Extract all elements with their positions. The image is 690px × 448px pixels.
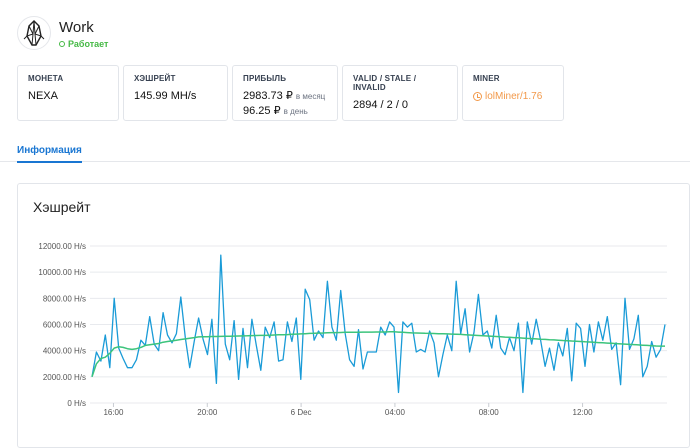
profit-day-value: 96.25 ₽ [243,105,281,117]
hashrate-chart: 0 H/s 2000.00 H/s 4000.00 H/s 6000.00 H/s 80… [38,242,667,417]
clock-icon [473,92,482,101]
card-shares: VALID / STALE / INVALID 2894 / 2 / 0 [342,65,458,121]
chart-title: Хэшрейт [33,199,91,215]
miner-version: lolMiner/1.76 [485,91,543,102]
y-tick-label: 8000.00 H/s [43,294,86,303]
card-coin: МОНЕТА NEXA [17,65,119,121]
hashrate-chart-card: Хэшрейт 0 H/s 2000.00 H/s 4000.00 H/s 6000.… [17,183,690,448]
profit-day-unit: в день [283,107,308,116]
y-tick-label: 10000.00 H/s [38,268,86,277]
status-badge: Работает [59,39,108,49]
miner-link[interactable]: lolMiner/1.76 [473,91,553,102]
card-hashrate: ХЭШРЕЙТ 145.99 MH/s [123,65,228,121]
x-tick-label: 12:00 [573,408,594,417]
stats-cards: МОНЕТА NEXA ХЭШРЕЙТ 145.99 MH/s ПРИБЫЛЬ … [17,65,568,121]
worker-header: Work Работает [17,16,108,50]
card-hashrate-label: ХЭШРЕЙТ [134,74,176,83]
card-profit: ПРИБЫЛЬ 2983.73 ₽ в месяц 96.25 ₽ в день [232,65,338,121]
card-profit-values: 2983.73 ₽ в месяц 96.25 ₽ в день [243,89,327,119]
card-miner-label: MINER [473,74,500,83]
x-tick-label: 04:00 [385,408,406,417]
x-tick-label: 16:00 [103,408,124,417]
x-tick-label: 6 Dec [291,408,312,417]
profit-month-unit: в месяц [295,92,326,101]
worker-name: Work [59,18,94,36]
crystal-icon [23,20,45,46]
card-coin-label: МОНЕТА [28,74,64,83]
y-tick-label: 2000.00 H/s [43,373,86,382]
status-text: Работает [68,38,109,49]
y-tick-label: 6000.00 H/s [43,321,86,330]
y-tick-label: 12000.00 H/s [38,242,86,251]
x-tick-label: 20:00 [197,408,218,417]
card-coin-value: NEXA [28,90,58,102]
hashrate-raw-line [91,254,666,394]
worker-avatar [17,16,51,50]
card-hashrate-value: 145.99 MH/s [134,90,197,102]
tab-info[interactable]: Информация [17,145,82,163]
card-miner: MINER lolMiner/1.76 [462,65,564,121]
hashrate-average-line [91,331,665,378]
card-profit-label: ПРИБЫЛЬ [243,74,287,83]
x-tick-label: 08:00 [479,408,500,417]
card-shares-value: 2894 / 2 / 0 [353,99,409,111]
profit-month-value: 2983.73 ₽ [243,90,293,102]
status-dot-icon [59,40,65,47]
card-shares-label: VALID / STALE / INVALID [353,74,417,92]
y-tick-label: 0 H/s [67,399,86,408]
tab-bar: Информация [0,140,690,163]
y-tick-label: 4000.00 H/s [43,347,86,356]
